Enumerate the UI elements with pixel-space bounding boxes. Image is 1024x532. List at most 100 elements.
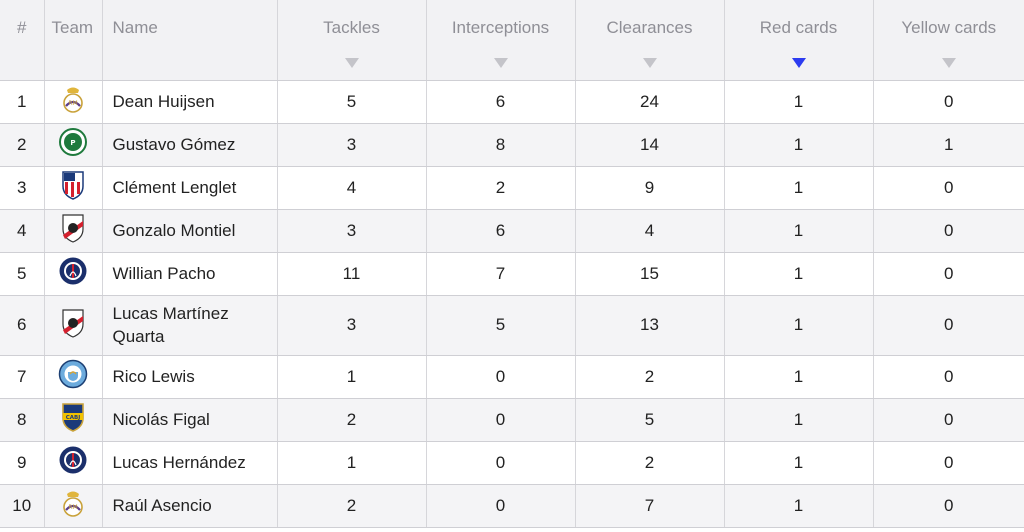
yellow-cards-cell: 0 — [873, 484, 1024, 528]
player-name-cell[interactable]: Lucas Martínez Quarta — [102, 295, 278, 356]
player-name-cell[interactable]: Gonzalo Montiel — [102, 209, 278, 253]
psg-crest-icon[interactable] — [58, 256, 88, 291]
clearances-cell: 2 — [575, 441, 725, 485]
header-tackles-label: Tackles — [323, 18, 380, 37]
team-cell — [44, 252, 103, 296]
header-tackles[interactable]: Tackles — [277, 0, 427, 81]
clearances-cell: 13 — [575, 295, 725, 356]
tackles-cell: 3 — [277, 295, 427, 356]
table-header-row: # Team Name Tackles Interceptions Cleara… — [0, 0, 1024, 81]
table-row[interactable]: 5 Willian Pacho 11 7 15 1 0 — [0, 252, 1024, 296]
red-cards-cell: 1 — [724, 80, 874, 124]
header-name: Name — [102, 0, 278, 81]
rank-cell: 1 — [0, 80, 45, 124]
header-team-label: Team — [51, 18, 94, 37]
sort-arrow-icon[interactable] — [642, 58, 657, 68]
river-plate-crest-icon[interactable] — [60, 213, 86, 248]
red-cards-cell: 1 — [724, 123, 874, 167]
svg-text:RM: RM — [68, 504, 77, 511]
atletico-madrid-crest-icon[interactable] — [60, 170, 86, 205]
clearances-cell: 24 — [575, 80, 725, 124]
tackles-cell: 11 — [277, 252, 427, 296]
team-cell: P — [44, 123, 103, 167]
tackles-cell: 3 — [277, 209, 427, 253]
header-yellow-cards[interactable]: Yellow cards — [873, 0, 1024, 81]
player-name-cell[interactable]: Lucas Hernández — [102, 441, 278, 485]
interceptions-cell: 5 — [426, 295, 576, 356]
header-clearances[interactable]: Clearances — [575, 0, 725, 81]
tackles-cell: 4 — [277, 166, 427, 210]
player-name-cell[interactable]: Dean Huijsen — [102, 80, 278, 124]
boca-juniors-crest-icon[interactable]: CABJ — [60, 402, 86, 437]
tackles-cell: 2 — [277, 398, 427, 442]
header-name-label: Name — [112, 18, 158, 37]
psg-crest-icon[interactable] — [58, 445, 88, 480]
player-name-cell[interactable]: Gustavo Gómez — [102, 123, 278, 167]
table-row[interactable]: 6 Lucas Martínez Quarta 3 5 13 1 0 — [0, 295, 1024, 356]
rank-cell: 5 — [0, 252, 45, 296]
rank-cell: 6 — [0, 295, 45, 356]
sort-arrow-icon[interactable] — [941, 58, 956, 68]
real-madrid-crest-icon[interactable]: RM — [60, 488, 86, 523]
clearances-cell: 2 — [575, 355, 725, 399]
header-rank: # — [0, 0, 45, 81]
player-name-cell[interactable]: Raúl Asencio — [102, 484, 278, 528]
table-row[interactable]: 3 Clément Lenglet 4 2 9 1 0 — [0, 166, 1024, 210]
player-name-cell[interactable]: Clément Lenglet — [102, 166, 278, 210]
player-name-cell[interactable]: Nicolás Figal — [102, 398, 278, 442]
clearances-cell: 15 — [575, 252, 725, 296]
team-cell: RM — [44, 80, 103, 124]
sort-arrow-icon[interactable] — [344, 58, 359, 68]
table-row[interactable]: 9 Lucas Hernández 1 0 2 1 0 — [0, 441, 1024, 485]
interceptions-cell: 0 — [426, 441, 576, 485]
red-cards-cell: 1 — [724, 398, 874, 442]
tackles-cell: 2 — [277, 484, 427, 528]
team-cell — [44, 166, 103, 210]
interceptions-cell: 8 — [426, 123, 576, 167]
clearances-cell: 5 — [575, 398, 725, 442]
rank-cell: 10 — [0, 484, 45, 528]
header-interceptions[interactable]: Interceptions — [426, 0, 576, 81]
yellow-cards-cell: 0 — [873, 441, 1024, 485]
header-red-cards-label: Red cards — [759, 18, 838, 37]
clearances-cell: 7 — [575, 484, 725, 528]
header-yellow-cards-label: Yellow cards — [901, 18, 997, 37]
clearances-cell: 9 — [575, 166, 725, 210]
palmeiras-crest-icon[interactable]: P — [58, 127, 88, 162]
header-red-cards[interactable]: Red cards — [724, 0, 874, 81]
header-clearances-label: Clearances — [606, 18, 693, 37]
tackles-cell: 5 — [277, 80, 427, 124]
sort-arrow-active-icon[interactable] — [791, 58, 806, 68]
team-cell: RM — [44, 484, 103, 528]
manchester-city-crest-icon[interactable] — [58, 359, 88, 394]
player-name-cell[interactable]: Willian Pacho — [102, 252, 278, 296]
table-row[interactable]: 7 Rico Lewis 1 0 2 1 0 — [0, 355, 1024, 399]
rank-cell: 7 — [0, 355, 45, 399]
yellow-cards-cell: 0 — [873, 398, 1024, 442]
clearances-cell: 4 — [575, 209, 725, 253]
interceptions-cell: 0 — [426, 398, 576, 442]
header-interceptions-label: Interceptions — [451, 18, 550, 37]
table-row[interactable]: 2 P Gustavo Gómez 3 8 14 1 1 — [0, 123, 1024, 167]
tackles-cell: 1 — [277, 355, 427, 399]
real-madrid-crest-icon[interactable]: RM — [60, 84, 86, 119]
svg-text:CABJ: CABJ — [66, 415, 81, 421]
red-cards-cell: 1 — [724, 441, 874, 485]
svg-text:RM: RM — [68, 100, 77, 107]
red-cards-cell: 1 — [724, 355, 874, 399]
sort-arrow-icon[interactable] — [493, 58, 508, 68]
header-team: Team — [44, 0, 103, 81]
clearances-cell: 14 — [575, 123, 725, 167]
table-row[interactable]: 4 Gonzalo Montiel 3 6 4 1 0 — [0, 209, 1024, 253]
table-row[interactable]: 8 CABJ Nicolás Figal 2 0 5 1 0 — [0, 398, 1024, 442]
yellow-cards-cell: 0 — [873, 80, 1024, 124]
table-row[interactable]: 1 RM Dean Huijsen 5 6 24 1 0 — [0, 80, 1024, 124]
yellow-cards-cell: 0 — [873, 209, 1024, 253]
team-cell — [44, 295, 103, 356]
river-plate-crest-icon[interactable] — [60, 308, 86, 343]
table-row[interactable]: 10 RM Raúl Asencio 2 0 7 1 0 — [0, 484, 1024, 528]
tackles-cell: 3 — [277, 123, 427, 167]
red-cards-cell: 1 — [724, 484, 874, 528]
player-name-cell[interactable]: Rico Lewis — [102, 355, 278, 399]
